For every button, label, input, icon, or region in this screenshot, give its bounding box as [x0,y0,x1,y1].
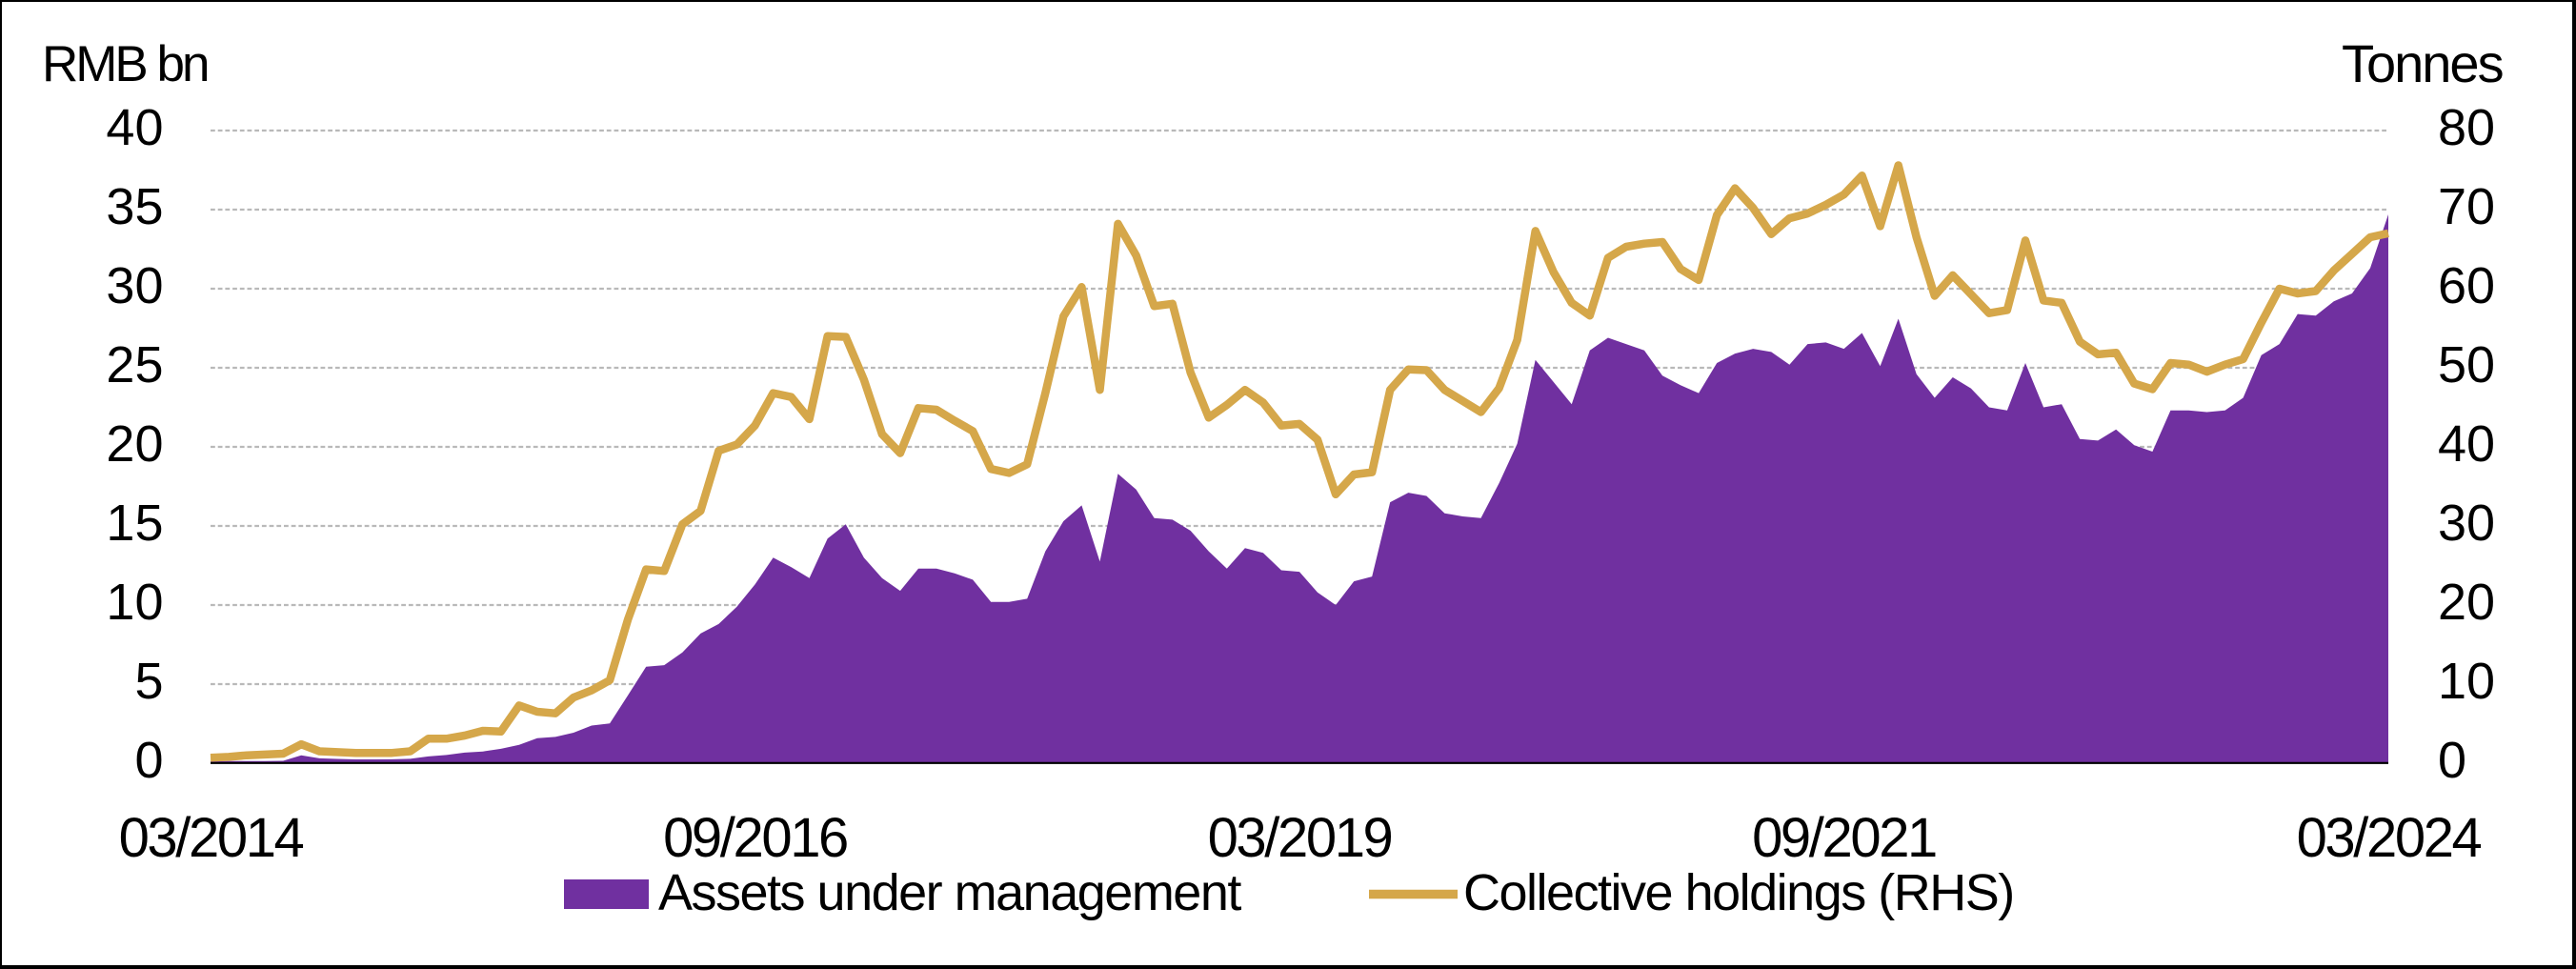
svg-text:50: 50 [2438,336,2495,394]
svg-text:35: 35 [106,178,163,235]
svg-text:20: 20 [2438,574,2495,631]
svg-text:20: 20 [106,415,163,473]
svg-text:10: 10 [2438,653,2495,710]
svg-text:10: 10 [106,574,163,631]
svg-text:30: 30 [2438,495,2495,552]
svg-text:Collective holdings (RHS): Collective holdings (RHS) [1463,864,2014,921]
svg-text:0: 0 [134,732,163,789]
svg-text:0: 0 [2438,732,2466,789]
svg-text:80: 80 [2438,99,2495,156]
svg-text:RMB bn: RMB bn [42,36,208,92]
svg-text:25: 25 [106,336,163,394]
svg-text:03/2024: 03/2024 [2297,807,2482,869]
svg-text:30: 30 [106,257,163,314]
svg-text:40: 40 [106,99,163,156]
svg-text:5: 5 [134,653,163,710]
svg-text:09/2016: 09/2016 [663,807,847,869]
svg-text:Assets under management: Assets under management [658,864,1241,921]
svg-text:15: 15 [106,495,163,552]
svg-text:70: 70 [2438,178,2495,235]
svg-text:60: 60 [2438,257,2495,314]
svg-text:03/2014: 03/2014 [119,807,304,869]
svg-text:40: 40 [2438,415,2495,473]
svg-text:Tonnes: Tonnes [2342,33,2503,93]
svg-text:03/2019: 03/2019 [1208,807,1392,869]
svg-text:09/2021: 09/2021 [1752,807,1936,869]
